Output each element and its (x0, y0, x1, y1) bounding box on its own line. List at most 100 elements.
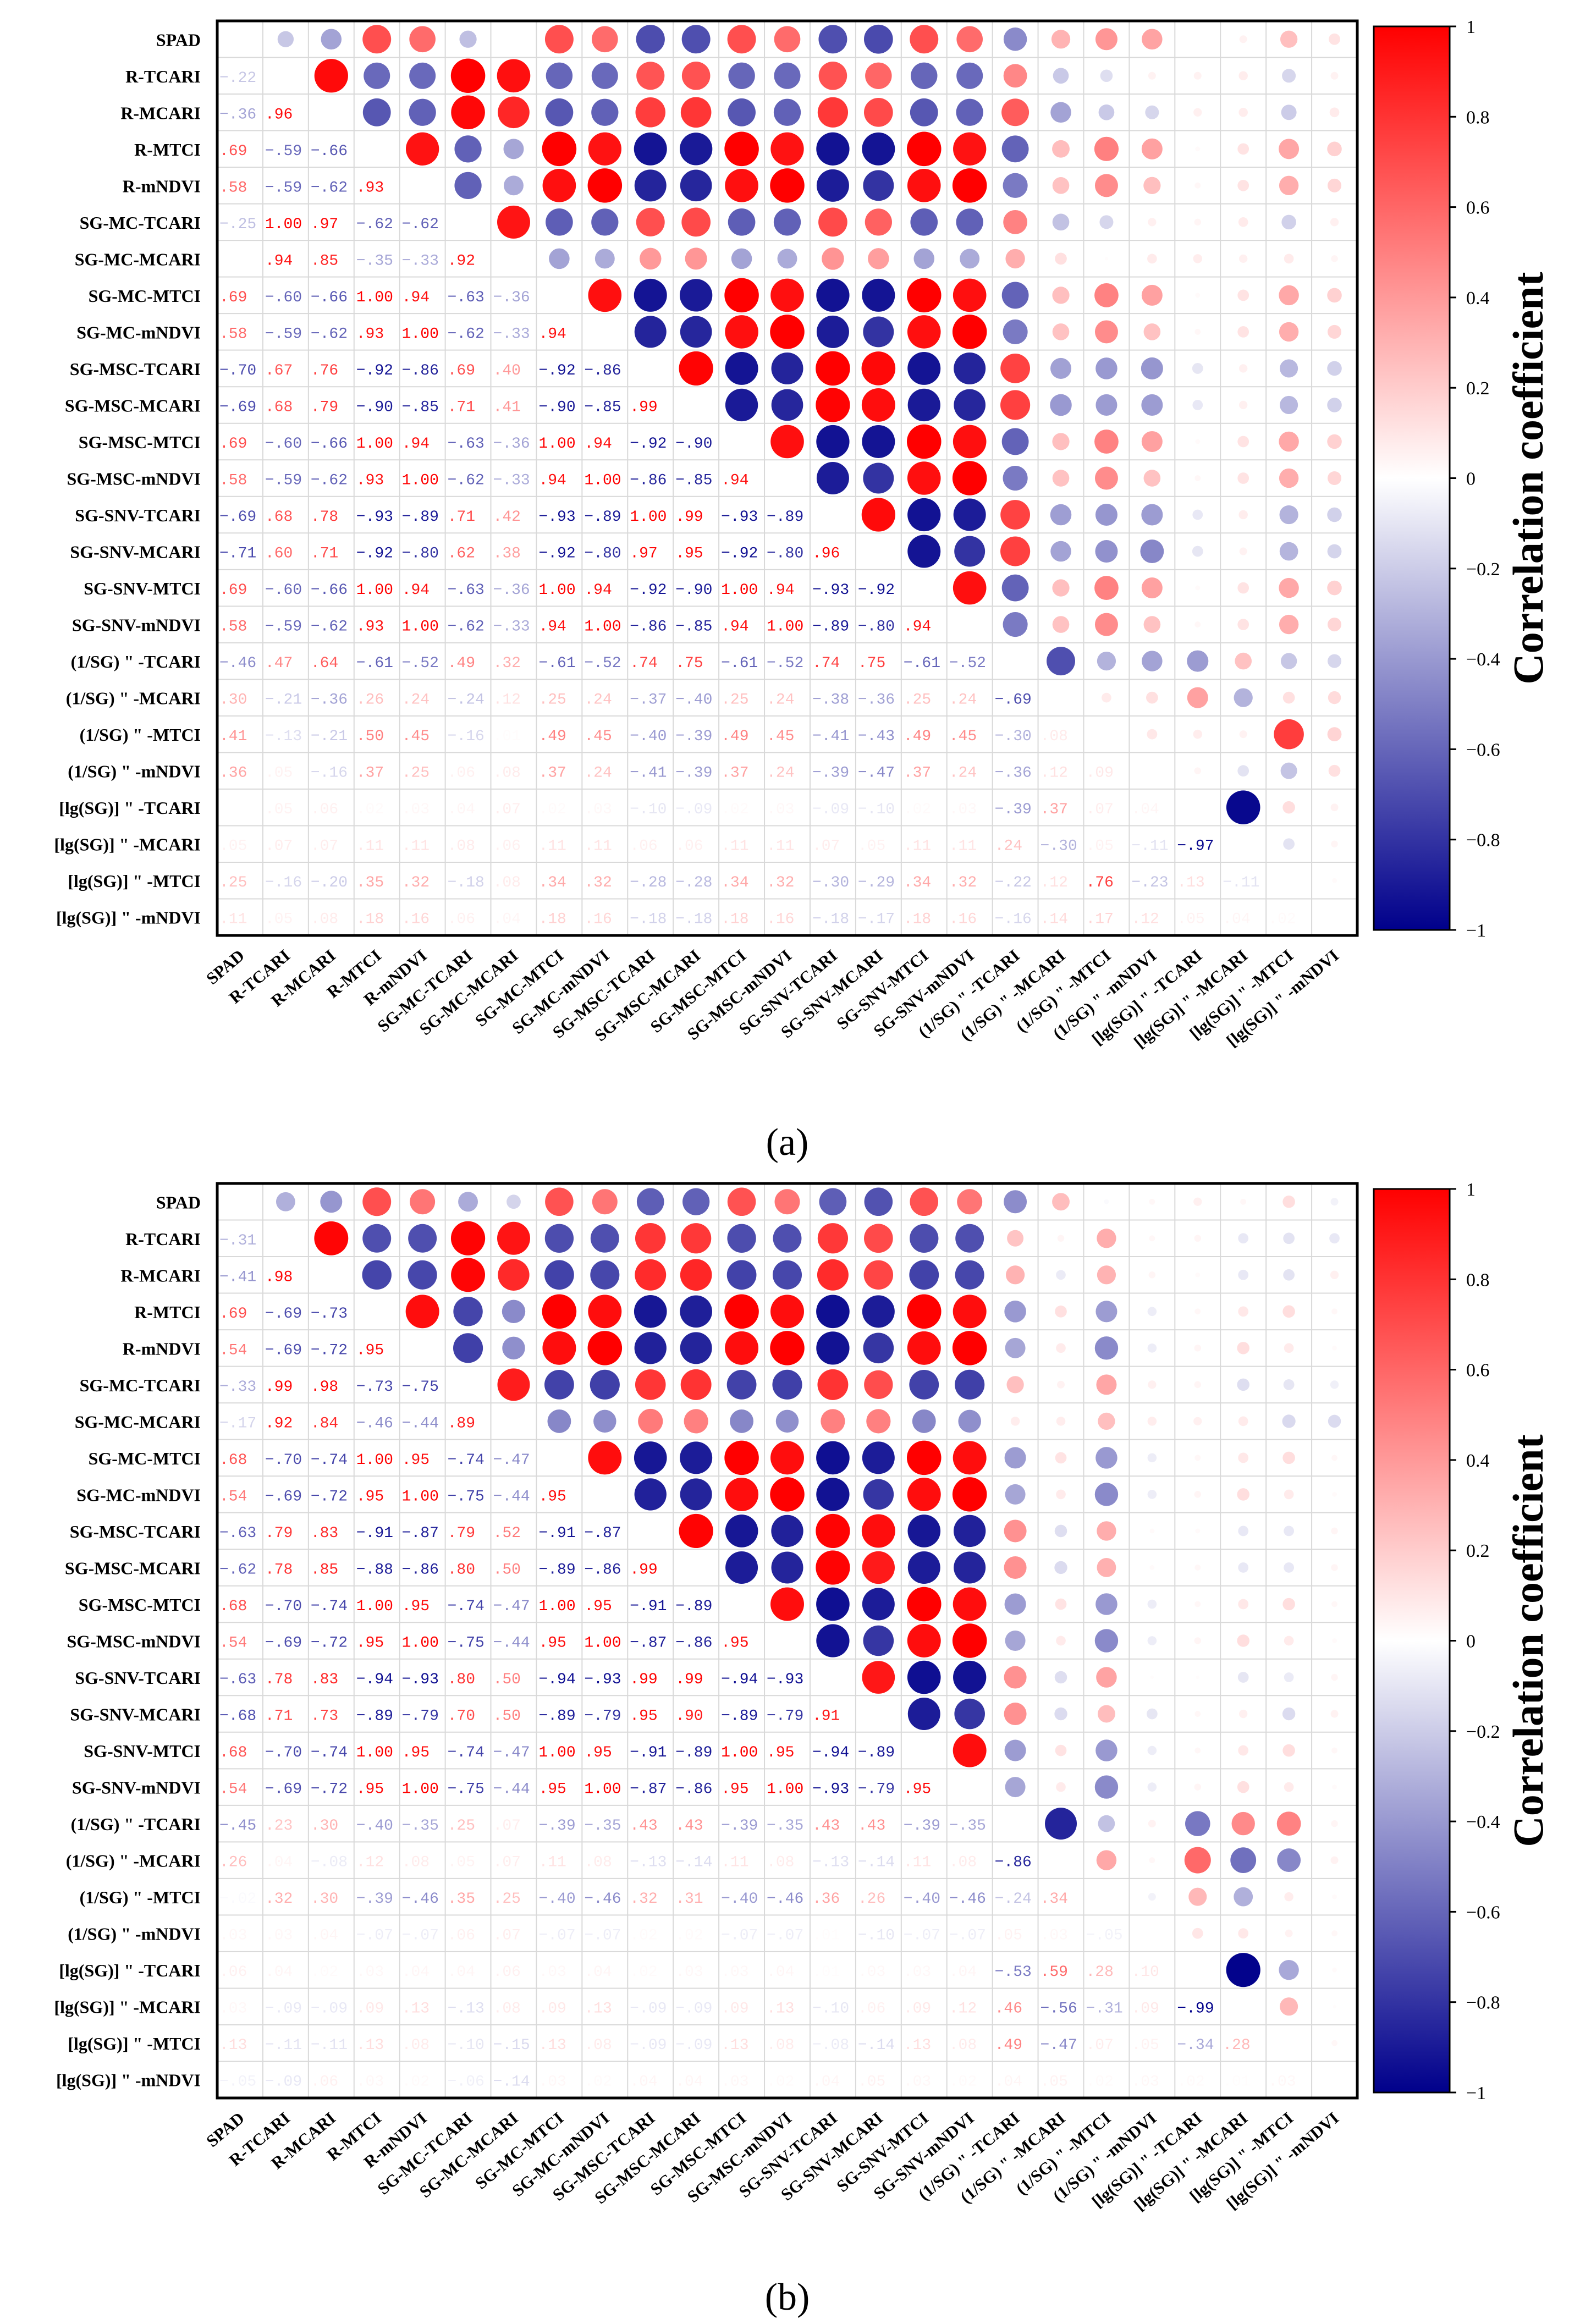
correlation-value-label: .80 (448, 1561, 475, 1578)
correlation-value-label: .02 (356, 801, 384, 818)
correlation-value-label: .90 (675, 1708, 703, 1725)
correlation-circle (1147, 1490, 1157, 1499)
correlation-value-label: .04 (311, 1928, 338, 1945)
correlation-value-label: −.29 (858, 874, 895, 891)
correlation-value-label: −.61 (538, 655, 575, 672)
correlation-value-label: −.70 (265, 1598, 302, 1615)
correlation-circle (1284, 1489, 1294, 1500)
correlation-circle (954, 389, 986, 421)
correlation-value-label: 1.00 (538, 582, 575, 599)
correlation-value-label: .68 (219, 1744, 247, 1761)
correlation-circle (1282, 1451, 1295, 1464)
correlation-circle (1095, 540, 1118, 563)
correlation-circle (730, 1409, 754, 1433)
correlation-circle (1095, 28, 1117, 51)
correlation-circle (1193, 71, 1202, 80)
correlation-value-label: .79 (265, 1525, 293, 1542)
correlation-circle (1238, 1233, 1249, 1244)
correlation-circle (459, 30, 477, 48)
correlation-circle (770, 315, 805, 349)
correlation-circle (546, 62, 573, 89)
correlation-circle (1045, 1808, 1077, 1840)
correlation-value-label: .83 (311, 1671, 338, 1688)
correlation-value-label: −.90 (538, 399, 575, 416)
correlation-value-label: −.28 (630, 874, 667, 891)
correlation-circle (1282, 1414, 1296, 1428)
correlation-circle (1148, 218, 1157, 227)
correlation-circle (725, 1515, 758, 1548)
correlation-value-label: .18 (721, 911, 748, 928)
correlation-value-label: .05 (858, 838, 885, 855)
correlation-circle (1284, 1672, 1294, 1682)
correlation-value-label: .06 (448, 911, 475, 928)
correlation-value-label: 1.00 (356, 582, 393, 599)
correlation-circle (816, 1295, 850, 1329)
colorbar-tick-label: 0.8 (1466, 1270, 1490, 1290)
correlation-circle (954, 1551, 986, 1584)
correlation-value-label: −.69 (265, 1342, 302, 1359)
row-label: SG-MSC-MCARI (65, 395, 201, 415)
correlation-value-label: .03 (584, 801, 612, 818)
correlation-circle (1284, 1892, 1293, 1902)
correlation-value-label: .95 (356, 1635, 384, 1652)
correlation-circle (1195, 293, 1201, 298)
correlation-value-label: −.13 (448, 2001, 485, 2018)
correlation-value-label: .02 (584, 2074, 612, 2091)
correlation-circle (771, 1551, 803, 1584)
correlation-value-label: −.63 (448, 436, 485, 453)
correlation-circle (1194, 1565, 1201, 1571)
correlation-value-label: −.53 (995, 1964, 1032, 1981)
correlation-value-label: .94 (721, 472, 748, 489)
correlation-circle (772, 1369, 802, 1400)
correlation-value-label: −.61 (721, 655, 758, 672)
correlation-circle (594, 249, 615, 269)
correlation-value-label: −.62 (311, 619, 348, 636)
correlation-value-label: −.99 (1177, 2001, 1214, 2018)
correlation-value-label: .07 (493, 1818, 521, 1835)
correlation-circle (1094, 429, 1119, 454)
correlation-value-label: .78 (311, 509, 338, 526)
correlation-circle (1145, 105, 1159, 119)
correlation-value-label: .02 (721, 801, 748, 818)
correlation-circle (1057, 1235, 1065, 1242)
correlation-value-label: .47 (265, 655, 293, 672)
correlation-circle (1004, 1556, 1027, 1579)
correlation-circle (775, 1409, 799, 1433)
correlation-value-label: .08 (402, 2037, 430, 2054)
correlation-value-label: −.44 (493, 1488, 530, 1505)
correlation-value-label: .85 (311, 1561, 338, 1578)
correlation-value-label: −.90 (675, 436, 712, 453)
correlation-value-label: .38 (493, 546, 521, 563)
correlation-value-label: 1.00 (630, 509, 667, 526)
correlation-circle (1284, 1526, 1294, 1537)
correlation-value-label: −.66 (311, 436, 348, 453)
colorbar-tick-label: −0.8 (1466, 830, 1500, 851)
correlation-value-label: 1.00 (584, 472, 621, 489)
correlation-circle (636, 1188, 664, 1216)
correlation-value-label: .04 (995, 2074, 1022, 2091)
correlation-circle (1231, 1811, 1255, 1836)
correlation-circle (1237, 1634, 1249, 1647)
correlation-value-label: .43 (675, 1818, 703, 1835)
correlation-circle (1238, 1306, 1249, 1317)
row-label: (1/SG) " -TCARI (71, 652, 201, 671)
correlation-circle (1332, 1345, 1337, 1351)
correlation-circle (1331, 1747, 1337, 1754)
correlation-value-label: −.07 (538, 1928, 575, 1945)
correlation-value-label: −.05 (219, 2074, 256, 2091)
correlation-value-label: −.89 (675, 1598, 712, 1615)
correlation-circle (1194, 1711, 1201, 1717)
correlation-circle (680, 1369, 712, 1400)
correlation-value-label: .13 (584, 2001, 612, 2018)
correlation-circle (542, 131, 577, 167)
correlation-circle (1051, 30, 1071, 49)
correlation-value-label: .43 (812, 1818, 840, 1835)
correlation-value-label: −.46 (949, 1891, 986, 1908)
correlation-circle (405, 1295, 439, 1329)
correlation-circle (907, 1331, 941, 1365)
row-label: SG-MSC-MTCI (79, 1595, 201, 1615)
correlation-value-label: .97 (630, 546, 657, 563)
correlation-value-label: .94 (584, 436, 612, 453)
correlation-circle (1331, 2040, 1337, 2046)
